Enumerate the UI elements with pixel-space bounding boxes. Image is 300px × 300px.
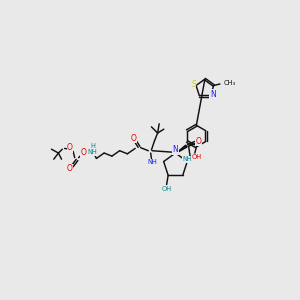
Polygon shape bbox=[176, 145, 187, 153]
Text: O: O bbox=[131, 134, 137, 143]
Text: NH: NH bbox=[182, 156, 192, 162]
Text: O: O bbox=[80, 148, 86, 157]
Text: N: N bbox=[210, 90, 216, 99]
Text: OH: OH bbox=[191, 154, 202, 160]
Text: O: O bbox=[67, 164, 73, 173]
Text: O: O bbox=[67, 143, 73, 152]
Text: OH: OH bbox=[161, 186, 172, 192]
Text: H: H bbox=[91, 143, 96, 149]
Text: NH: NH bbox=[88, 149, 98, 155]
Text: N: N bbox=[172, 146, 178, 154]
Text: S: S bbox=[191, 80, 196, 89]
Text: NH: NH bbox=[147, 159, 157, 165]
Text: O: O bbox=[196, 137, 202, 146]
Text: CH₃: CH₃ bbox=[224, 80, 236, 86]
